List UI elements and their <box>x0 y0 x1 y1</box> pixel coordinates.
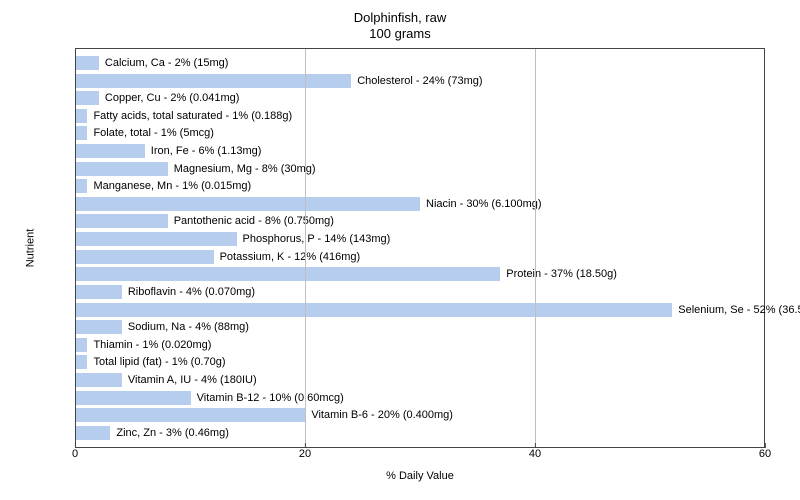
bar-label: Niacin - 30% (6.100mg) <box>420 196 542 212</box>
x-tick-label: 60 <box>759 448 771 460</box>
bar <box>76 285 122 299</box>
bar <box>76 338 87 352</box>
bar <box>76 267 500 281</box>
bar-row: Vitamin B-6 - 20% (0.400mg) <box>76 407 764 423</box>
bar-row: Fatty acids, total saturated - 1% (0.188… <box>76 108 764 124</box>
bar <box>76 214 168 228</box>
bar-label: Iron, Fe - 6% (1.13mg) <box>145 143 262 159</box>
bar <box>76 91 99 105</box>
bar <box>76 179 87 193</box>
bar-row: Potassium, K - 12% (416mg) <box>76 249 764 265</box>
bar-row: Riboflavin - 4% (0.070mg) <box>76 284 764 300</box>
bar <box>76 162 168 176</box>
bar-label: Magnesium, Mg - 8% (30mg) <box>168 161 316 177</box>
bar <box>76 74 351 88</box>
title-line-2: 100 grams <box>369 26 430 41</box>
plot-area: Calcium, Ca - 2% (15mg) Cholesterol - 24%… <box>75 48 765 448</box>
bar <box>76 232 237 246</box>
gridline <box>535 49 536 447</box>
bar <box>76 303 672 317</box>
bar-row: Selenium, Se - 52% (36.5mcg) <box>76 302 764 318</box>
bar-label: Riboflavin - 4% (0.070mg) <box>122 284 255 300</box>
y-axis-title: Nutrient <box>20 48 40 448</box>
bar-row: Niacin - 30% (6.100mg) <box>76 196 764 212</box>
bar-row: Protein - 37% (18.50g) <box>76 266 764 282</box>
bar-label: Folate, total - 1% (5mcg) <box>87 125 213 141</box>
bar-row: Calcium, Ca - 2% (15mg) <box>76 55 764 71</box>
bar <box>76 373 122 387</box>
bar <box>76 250 214 264</box>
x-axis-title: % Daily Value <box>75 470 765 482</box>
bar <box>76 56 99 70</box>
bar-label: Zinc, Zn - 3% (0.46mg) <box>110 425 228 441</box>
bar <box>76 391 191 405</box>
bar-row: Sodium, Na - 4% (88mg) <box>76 319 764 335</box>
bar-row: Zinc, Zn - 3% (0.46mg) <box>76 425 764 441</box>
bar <box>76 426 110 440</box>
bar <box>76 126 87 140</box>
bar-label: Cholesterol - 24% (73mg) <box>351 73 482 89</box>
bars-container: Calcium, Ca - 2% (15mg) Cholesterol - 24%… <box>76 55 764 441</box>
bar <box>76 355 87 369</box>
bar-label: Fatty acids, total saturated - 1% (0.188… <box>87 108 292 124</box>
bar-row: Pantothenic acid - 8% (0.750mg) <box>76 213 764 229</box>
bar-row: Total lipid (fat) - 1% (0.70g) <box>76 354 764 370</box>
x-tick-label: 20 <box>299 448 311 460</box>
bar-label: Vitamin B-6 - 20% (0.400mg) <box>305 407 453 423</box>
title-line-1: Dolphinfish, raw <box>354 10 447 25</box>
bar-row: Magnesium, Mg - 8% (30mg) <box>76 161 764 177</box>
bar-label: Manganese, Mn - 1% (0.015mg) <box>87 178 251 194</box>
x-tick-label: 40 <box>529 448 541 460</box>
gridline <box>305 49 306 447</box>
bar-row: Manganese, Mn - 1% (0.015mg) <box>76 178 764 194</box>
bar-row: Vitamin B-12 - 10% (0.60mcg) <box>76 390 764 406</box>
bar-row: Iron, Fe - 6% (1.13mg) <box>76 143 764 159</box>
x-tick-label: 0 <box>72 448 78 460</box>
bar <box>76 320 122 334</box>
bar-row: Copper, Cu - 2% (0.041mg) <box>76 90 764 106</box>
bar-label: Phosphorus, P - 14% (143mg) <box>237 231 391 247</box>
nutrition-chart: Dolphinfish, raw 100 grams Calcium, Ca -… <box>0 0 800 500</box>
bar-row: Cholesterol - 24% (73mg) <box>76 73 764 89</box>
bar-row: Folate, total - 1% (5mcg) <box>76 125 764 141</box>
bar-label: Pantothenic acid - 8% (0.750mg) <box>168 213 334 229</box>
bar <box>76 144 145 158</box>
bar-label: Sodium, Na - 4% (88mg) <box>122 319 249 335</box>
bar <box>76 408 305 422</box>
bar-label: Protein - 37% (18.50g) <box>500 266 617 282</box>
bar-row: Vitamin A, IU - 4% (180IU) <box>76 372 764 388</box>
bar-label: Calcium, Ca - 2% (15mg) <box>99 55 228 71</box>
bar-label: Selenium, Se - 52% (36.5mcg) <box>672 302 800 318</box>
bar-row: Thiamin - 1% (0.020mg) <box>76 337 764 353</box>
chart-title: Dolphinfish, raw 100 grams <box>0 0 800 43</box>
bar-row: Phosphorus, P - 14% (143mg) <box>76 231 764 247</box>
bar <box>76 197 420 211</box>
bar-label: Copper, Cu - 2% (0.041mg) <box>99 90 240 106</box>
bar-label: Vitamin A, IU - 4% (180IU) <box>122 372 257 388</box>
bar-label: Potassium, K - 12% (416mg) <box>214 249 361 265</box>
bar <box>76 109 87 123</box>
bar-label: Thiamin - 1% (0.020mg) <box>87 337 211 353</box>
y-axis-title-text: Nutrient <box>24 229 36 268</box>
bar-label: Vitamin B-12 - 10% (0.60mcg) <box>191 390 344 406</box>
bar-label: Total lipid (fat) - 1% (0.70g) <box>87 354 225 370</box>
